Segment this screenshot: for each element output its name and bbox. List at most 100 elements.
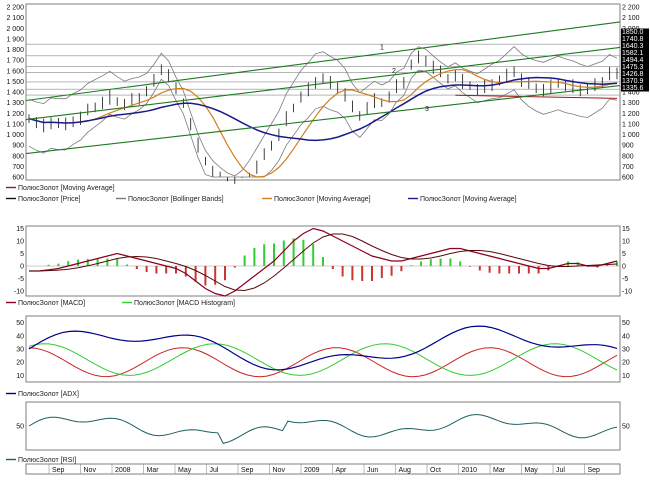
macd-series — [26, 227, 620, 297]
macd-tick-right: 15 — [622, 226, 630, 233]
bollinger-upper — [28, 46, 618, 177]
legend-label: ПолюсЗолот [MACD] — [18, 300, 85, 307]
adx-pane[interactable]: 50 50 40 40 30 30 20 20 10 10 — [16, 315, 630, 383]
price-tick-right: 1 300 — [622, 100, 640, 107]
channel-labels: 1 2 3 — [380, 45, 429, 114]
macd-pane-frame — [25, 225, 621, 297]
adx-pane-frame — [25, 315, 621, 383]
rsi-line — [28, 413, 618, 444]
price-tag: 1335.6 — [622, 85, 644, 92]
macd-line — [29, 227, 618, 297]
adx-tick-right: 40 — [622, 333, 630, 340]
macd-legend: ПолюсЗолот [MACD] ПолюсЗолот [MACD Histog… — [6, 300, 235, 307]
price-tick-right: 900 — [622, 143, 634, 150]
macd-tick-right: 0 — [622, 264, 626, 271]
price-tick-right: 700 — [622, 164, 634, 171]
price-tag: 1740.8 — [622, 36, 644, 43]
adx-tick-left: 50 — [16, 320, 24, 327]
moving-average-long — [28, 76, 618, 142]
price-tag-stack: 1850.01740.81640.31582.11494.41475.31426… — [621, 28, 649, 92]
price-tick-right: 1 200 — [622, 111, 640, 118]
price-tag-bg — [621, 63, 649, 71]
adx-tick-left: 10 — [16, 373, 24, 380]
di-minus-line — [28, 347, 618, 378]
legend-label: ПолюсЗолот [Moving Average] — [18, 185, 115, 192]
price-pane-frame — [25, 3, 621, 181]
time-axis-label: Aug — [399, 467, 412, 474]
adx-line — [28, 325, 618, 371]
time-axis-label: 2010 — [462, 467, 478, 474]
price-tick-left: 700 — [12, 164, 24, 171]
rsi-tick-left: 50 — [16, 424, 24, 431]
time-axis-label: Sep — [241, 467, 254, 474]
price-tick-left: 800 — [12, 153, 24, 160]
adx-series — [28, 325, 618, 378]
macd-tick-right: -5 — [622, 276, 628, 283]
price-tick-left: 2 100 — [6, 15, 24, 22]
macd-tick-right: -10 — [622, 289, 632, 296]
price-legend: ПолюсЗолот [Moving Average] ПолюсЗолот [P… — [6, 185, 517, 203]
price-tick-left: 1 100 — [6, 121, 24, 128]
price-tag-bg — [621, 70, 649, 78]
macd-tick-right: 5 — [622, 251, 626, 258]
time-axis-label: May — [525, 467, 539, 474]
price-tag: 1582.1 — [622, 50, 644, 57]
price-tick-left: 1 700 — [6, 58, 24, 65]
adx-tick-right: 10 — [622, 373, 630, 380]
moving-average-red — [455, 94, 618, 99]
macd-tick-left: 15 — [16, 226, 24, 233]
price-tick-right: 1 400 — [622, 90, 640, 97]
macd-tick-left: 0 — [20, 264, 24, 271]
adx-tick-left: 30 — [16, 347, 24, 354]
time-axis: Sep Nov 2008 Mar May Jul Sep Nov 2009 Apr Jun Aug Oc… — [25, 463, 621, 475]
di-plus-line — [28, 343, 618, 376]
adx-axis: 50 50 40 40 30 30 20 20 10 10 — [16, 320, 630, 380]
macd-tick-left: -10 — [14, 289, 24, 296]
legend-label: ПолюсЗолот [RSI] — [18, 457, 76, 464]
price-tag-bg — [621, 77, 649, 85]
rsi-pane[interactable]: 50 50 — [16, 401, 630, 451]
channel-label: 1 — [380, 45, 384, 52]
price-tick-right: 2 100 — [622, 15, 640, 22]
price-tag-bg — [621, 84, 649, 92]
price-series — [25, 21, 621, 184]
adx-tick-left: 20 — [16, 360, 24, 367]
time-axis-label: Nov — [84, 467, 97, 474]
price-tick-left: 1 900 — [6, 36, 24, 43]
price-tag: 1494.4 — [622, 57, 644, 64]
price-tick-right: 1 000 — [622, 132, 640, 139]
price-tick-right: 600 — [622, 175, 634, 182]
price-tag: 1370.9 — [622, 78, 644, 85]
time-axis-label: May — [178, 467, 192, 474]
rsi-pane-frame — [25, 401, 621, 451]
adx-tick-left: 40 — [16, 333, 24, 340]
time-axis-label: 2009 — [304, 467, 320, 474]
rsi-series — [28, 413, 618, 444]
time-axis-label: Jun — [367, 467, 378, 474]
rsi-axis: 50 50 — [16, 424, 630, 431]
price-tick-left: 1 500 — [6, 79, 24, 86]
macd-axis: 15 15 10 10 5 5 0 0 -5 -5 -10 -10 — [14, 226, 632, 296]
macd-tick-left: 5 — [20, 251, 24, 258]
rsi-legend: ПолюсЗолот [RSI] — [6, 457, 76, 464]
adx-legend: ПолюсЗолот [ADX] — [6, 391, 79, 398]
time-axis-label: Mar — [493, 467, 506, 474]
legend-label: ПолюсЗолот [Bollinger Bands] — [128, 196, 224, 203]
time-axis-label: 2008 — [115, 467, 131, 474]
trend-channel-line — [25, 46, 621, 121]
price-tick-left: 1 000 — [6, 132, 24, 139]
channel-label: 2 — [392, 68, 396, 75]
price-tick-left: 1 300 — [6, 100, 24, 107]
price-tick-right: 2 200 — [622, 5, 640, 12]
time-axis-label: Apr — [336, 467, 348, 474]
macd-tick-right: 10 — [622, 239, 630, 246]
adx-tick-right: 50 — [622, 320, 630, 327]
macd-pane[interactable]: 15 15 10 10 5 5 0 0 -5 -5 -10 -10 — [14, 225, 632, 297]
price-tick-left: 1 200 — [6, 111, 24, 118]
time-axis-label: Sep — [588, 467, 601, 474]
trend-channel-line — [25, 85, 621, 155]
price-tag: 1640.3 — [622, 43, 644, 50]
